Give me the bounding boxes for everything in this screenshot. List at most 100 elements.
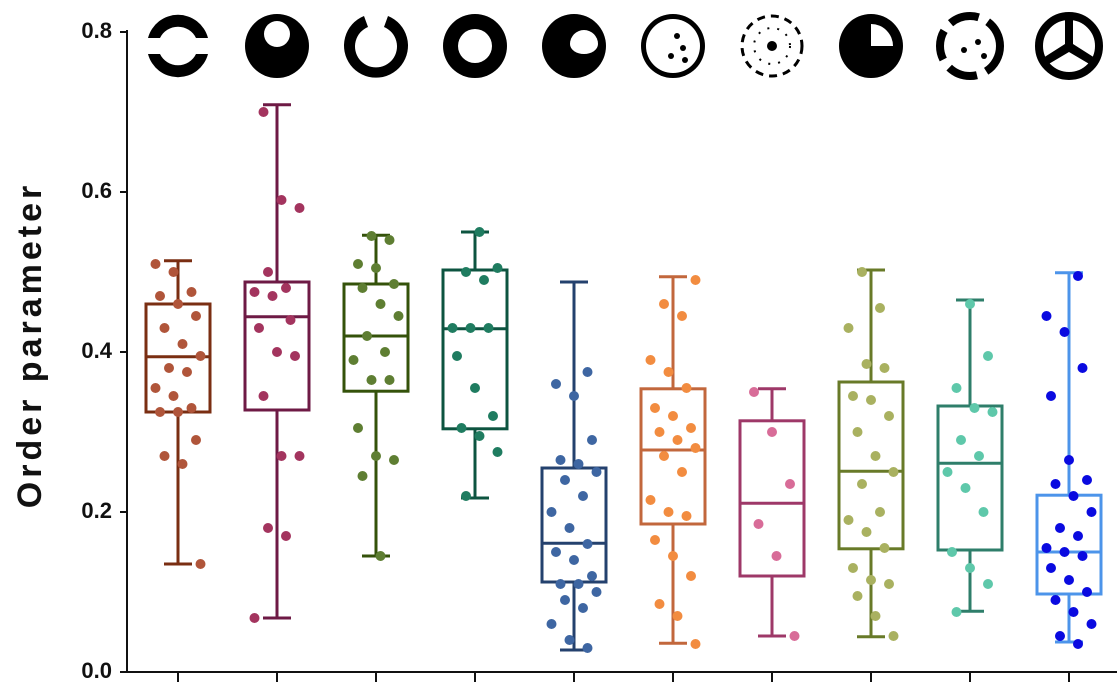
data-point xyxy=(843,515,854,525)
data-point xyxy=(888,467,899,477)
data-point xyxy=(159,451,170,461)
data-point xyxy=(672,611,683,621)
data-point xyxy=(177,339,188,349)
data-point xyxy=(690,639,701,649)
data-point xyxy=(371,451,381,461)
data-point xyxy=(191,435,201,445)
data-point xyxy=(1050,479,1061,489)
data-point xyxy=(384,375,395,385)
data-point xyxy=(659,299,669,309)
data-point xyxy=(969,403,980,413)
data-point xyxy=(560,595,570,605)
data-point xyxy=(852,591,863,601)
y-axis-label: Order parameter xyxy=(11,182,49,508)
data-point xyxy=(488,411,498,421)
data-point xyxy=(645,495,656,505)
data-point xyxy=(582,643,593,653)
data-point xyxy=(1073,531,1083,541)
box xyxy=(639,387,707,526)
data-point xyxy=(987,407,998,417)
data-point xyxy=(659,451,669,461)
data-point xyxy=(164,363,174,373)
data-point xyxy=(371,263,381,273)
box xyxy=(243,280,311,412)
data-point xyxy=(191,311,201,321)
data-point xyxy=(555,455,566,465)
data-point xyxy=(474,227,485,237)
data-point xyxy=(375,299,386,309)
data-point xyxy=(681,511,692,521)
data-point xyxy=(785,479,795,489)
box xyxy=(441,268,509,431)
data-point xyxy=(884,411,894,421)
data-point xyxy=(942,467,953,477)
data-point xyxy=(195,351,206,361)
icons xyxy=(148,12,1103,80)
data-point xyxy=(263,523,273,533)
data-point xyxy=(263,267,273,277)
data-point xyxy=(281,531,291,541)
data-point xyxy=(875,507,885,517)
data-point xyxy=(375,551,386,561)
data-point xyxy=(353,423,363,433)
data-point xyxy=(1064,455,1074,465)
data-point xyxy=(771,551,782,561)
data-point xyxy=(272,347,282,357)
data-point xyxy=(650,535,660,545)
data-point xyxy=(186,403,197,413)
data-point xyxy=(1055,631,1065,641)
data-point xyxy=(182,367,192,377)
data-point xyxy=(290,351,300,361)
data-point xyxy=(348,355,359,365)
data-point xyxy=(357,471,368,481)
data-point xyxy=(843,323,854,333)
data-point xyxy=(587,435,597,445)
data-point xyxy=(177,459,188,469)
data-point xyxy=(1046,391,1056,401)
data-point xyxy=(384,235,395,245)
data-point xyxy=(155,291,165,301)
data-point xyxy=(276,451,287,461)
y-tick-label: 0.8 xyxy=(81,18,112,43)
data-point xyxy=(1077,363,1088,373)
data-point xyxy=(1073,271,1083,281)
data-point xyxy=(357,283,368,293)
data-point xyxy=(672,435,683,445)
data-point xyxy=(1050,595,1061,605)
data-point xyxy=(1082,475,1092,485)
data-point xyxy=(564,523,575,533)
data-point xyxy=(870,611,881,621)
data-point xyxy=(564,635,575,645)
data-point xyxy=(681,383,692,393)
data-point xyxy=(546,619,557,629)
data-point xyxy=(870,451,881,461)
data-point xyxy=(492,263,503,273)
data-point xyxy=(380,347,390,357)
data-point xyxy=(173,407,183,417)
data-point xyxy=(447,323,458,333)
data-point xyxy=(267,291,278,301)
data-point xyxy=(789,631,800,641)
data-point xyxy=(582,539,593,549)
data-point xyxy=(168,267,179,277)
data-point xyxy=(686,571,696,581)
data-point xyxy=(483,323,494,333)
data-point xyxy=(285,315,296,325)
data-point xyxy=(654,599,665,609)
data-point xyxy=(155,407,165,417)
data-point xyxy=(848,391,858,401)
data-point xyxy=(573,579,584,589)
data-point xyxy=(1046,563,1056,573)
data-point xyxy=(560,475,570,485)
data-point xyxy=(366,375,377,385)
data-point xyxy=(551,379,561,389)
data-point xyxy=(281,283,291,293)
data-point xyxy=(888,631,899,641)
data-point xyxy=(389,279,399,289)
data-point xyxy=(258,391,269,401)
data-point xyxy=(960,483,971,493)
data-point xyxy=(1086,619,1097,629)
data-point xyxy=(879,363,890,373)
data-point xyxy=(551,547,561,557)
